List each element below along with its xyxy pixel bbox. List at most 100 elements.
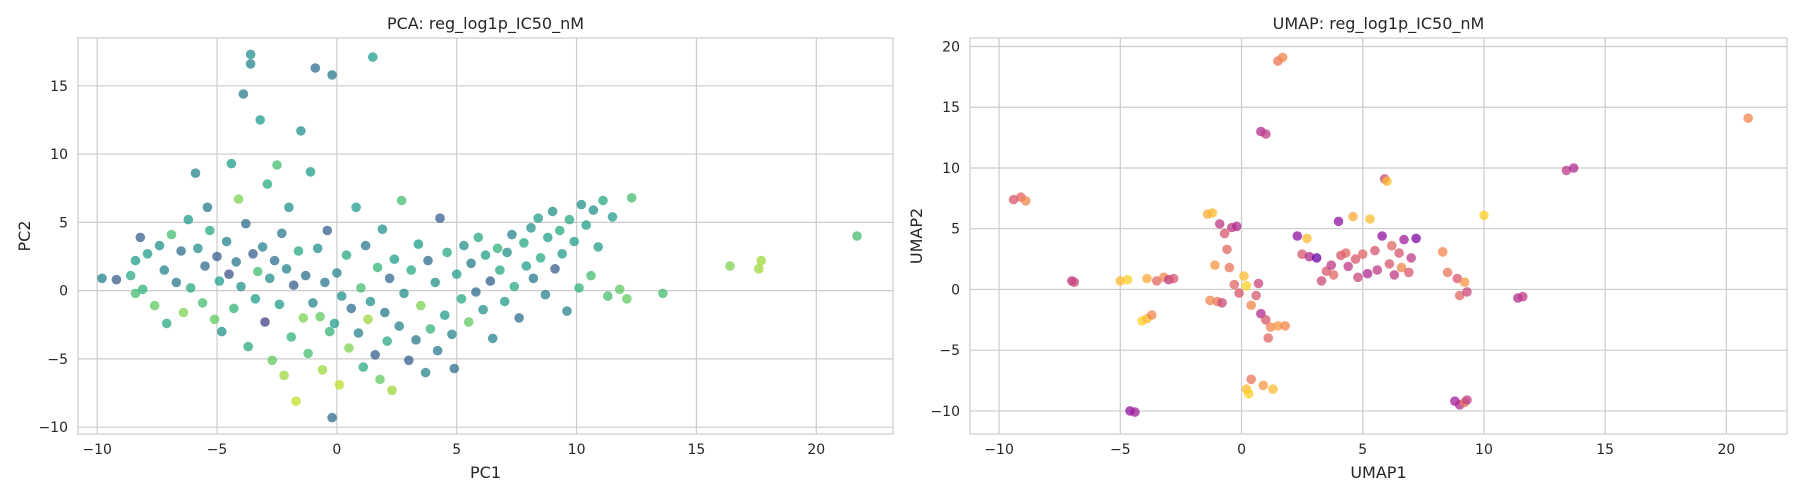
umap-points	[1008, 52, 1753, 417]
pca-point	[607, 212, 618, 222]
pca-point	[451, 269, 462, 280]
umap-point	[1343, 261, 1353, 272]
pca-point	[221, 236, 232, 247]
pca-point	[229, 303, 239, 314]
pca-point	[178, 307, 189, 318]
pca-point	[852, 231, 862, 241]
pca-point	[111, 274, 122, 285]
pca-point	[205, 225, 215, 236]
umap-point	[1069, 277, 1079, 288]
pca-point	[296, 126, 306, 136]
umap-point	[1404, 267, 1414, 278]
pca-point	[241, 218, 251, 229]
umap-y-tick-label: 10	[942, 161, 960, 177]
pca-point	[411, 335, 421, 345]
umap-point	[1348, 211, 1358, 222]
pca-point	[416, 300, 426, 311]
umap-point	[1265, 322, 1276, 332]
pca-point	[317, 365, 328, 375]
pca-x-tick-label: 15	[688, 442, 706, 458]
umap-point	[1214, 219, 1225, 229]
pca-x-tick-labels: −10 −5 0 5 10 15 20	[82, 442, 825, 458]
pca-point	[569, 236, 579, 247]
pca-point	[502, 247, 512, 258]
pca-point	[159, 265, 170, 275]
umap-point	[1377, 231, 1387, 241]
pca-x-axis-label: PC1	[470, 463, 501, 482]
pca-point	[447, 329, 457, 340]
pca-point	[372, 262, 383, 273]
umap-point	[1304, 251, 1315, 262]
pca-point	[519, 238, 529, 248]
pca-x-tick-label: 10	[568, 442, 586, 458]
pca-point	[547, 206, 558, 217]
pca-point	[430, 277, 441, 288]
pca-x-tick-label: −10	[82, 442, 112, 458]
umap-point	[1251, 290, 1261, 301]
pca-point	[487, 333, 498, 344]
umap-point	[1333, 216, 1344, 227]
pca-point	[586, 270, 596, 281]
pca-point	[499, 296, 510, 307]
pca-point	[557, 249, 567, 259]
pca-y-tick-labels: −10 −5 0 5 10 15	[38, 79, 68, 436]
pca-point	[236, 281, 246, 292]
umap-point	[1362, 268, 1373, 279]
pca-point	[274, 299, 285, 310]
pca-point	[209, 314, 220, 325]
pca-point	[277, 228, 287, 239]
umap-point	[1263, 333, 1273, 343]
umap-x-tick-label: 15	[1596, 442, 1614, 458]
pca-point	[658, 288, 668, 299]
pca-point	[137, 284, 148, 295]
pca-point	[456, 294, 467, 304]
pca-point	[142, 249, 153, 259]
pca-point	[336, 291, 347, 301]
pca-point	[267, 355, 278, 366]
pca-y-grid	[78, 85, 893, 428]
umap-point	[1328, 270, 1339, 280]
umap-point	[1297, 249, 1307, 259]
umap-point	[1261, 315, 1271, 325]
umap-point	[1277, 52, 1288, 63]
umap-point	[1454, 290, 1465, 301]
umap-point	[1205, 295, 1215, 306]
umap-point	[1387, 240, 1397, 251]
pca-point	[161, 318, 172, 329]
pca-point	[756, 255, 766, 266]
umap-x-tick-label: 0	[1237, 442, 1246, 458]
pca-panel: −10 −5 0 5 10 15 20 −10 −5 0 5 10 15 PCA: reg_log1p…	[15, 14, 894, 482]
umap-y-axis-label: UMAP2	[907, 208, 926, 264]
umap-point	[1357, 249, 1368, 259]
umap-point	[1008, 194, 1019, 205]
pca-point	[197, 298, 208, 308]
pca-point	[614, 284, 625, 295]
pca-point	[293, 246, 304, 256]
umap-point	[1115, 276, 1126, 286]
umap-point	[1372, 265, 1383, 275]
umap-point	[1229, 279, 1240, 290]
pca-point	[399, 288, 409, 299]
pca-point	[329, 318, 340, 329]
pca-point	[509, 281, 520, 292]
umap-point	[1142, 273, 1152, 284]
umap-title: UMAP: reg_log1p_IC50_nM	[1273, 14, 1485, 34]
pca-point	[130, 255, 141, 266]
pca-point	[288, 280, 299, 291]
umap-point	[1353, 272, 1363, 283]
pca-point	[245, 49, 256, 60]
umap-point	[1326, 260, 1336, 271]
pca-point	[440, 310, 450, 321]
pca-y-tick-label: −10	[38, 420, 68, 436]
pca-y-tick-label: 5	[59, 215, 68, 231]
pca-point	[351, 202, 361, 213]
pca-y-axis-label: PC2	[15, 221, 34, 252]
pca-point	[574, 283, 584, 293]
pca-point	[135, 232, 146, 243]
pca-point	[305, 167, 316, 177]
umap-point	[1222, 244, 1232, 255]
umap-point	[1147, 310, 1157, 320]
umap-point	[1568, 163, 1579, 173]
pca-point	[238, 89, 249, 99]
